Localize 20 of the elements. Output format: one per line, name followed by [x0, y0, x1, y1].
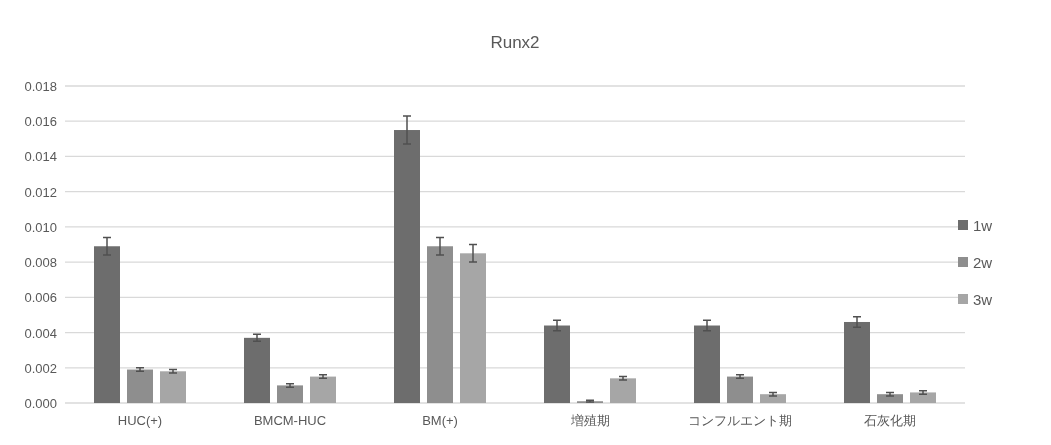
x-tick-label: 石灰化期 — [864, 413, 916, 428]
chart-title: Runx2 — [490, 33, 540, 52]
legend-label: 1w — [973, 217, 993, 234]
x-tick-label: HUC(+) — [117, 413, 163, 428]
x-tick-label: 増殖期 — [569, 413, 610, 428]
x-tick-label: BM(+) — [422, 413, 458, 428]
y-tick-label: 0.008 — [24, 255, 57, 271]
y-tick-label: 0.018 — [24, 79, 57, 94]
y-tick-label: 0.006 — [24, 290, 57, 306]
y-tick-label: 0.016 — [24, 114, 57, 130]
y-tick-label: 0.002 — [24, 360, 57, 376]
y-tick-label: 0.010 — [24, 219, 57, 235]
y-tick-label: 0.014 — [24, 149, 57, 165]
x-tick-label: BMCM-HUC — [253, 413, 327, 428]
x-tick-label: コンフルエント期 — [688, 413, 792, 428]
legend-label: 3w — [973, 291, 993, 308]
y-tick-label: 0.004 — [24, 325, 57, 341]
y-tick-label: 0.000 — [24, 396, 57, 411]
y-tick-label: 0.012 — [24, 184, 57, 200]
legend-label: 2w — [973, 254, 993, 271]
